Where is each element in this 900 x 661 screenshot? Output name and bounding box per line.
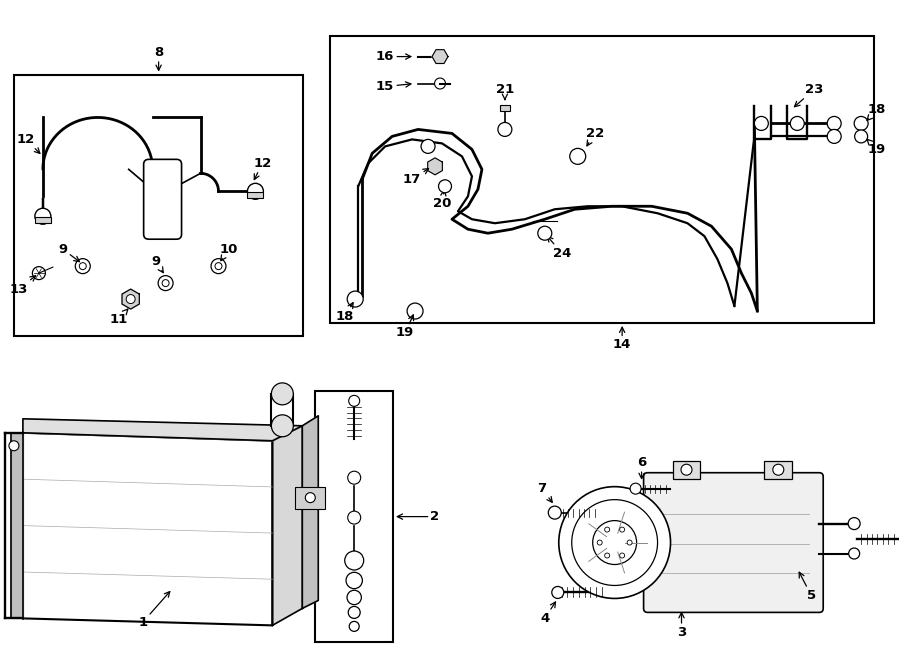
Circle shape bbox=[211, 258, 226, 274]
Circle shape bbox=[855, 130, 868, 143]
Text: 18: 18 bbox=[867, 103, 886, 120]
Circle shape bbox=[35, 208, 50, 224]
Circle shape bbox=[345, 551, 364, 570]
Circle shape bbox=[559, 486, 670, 598]
Circle shape bbox=[538, 226, 552, 240]
Text: 10: 10 bbox=[220, 243, 238, 260]
Circle shape bbox=[570, 148, 586, 165]
Circle shape bbox=[827, 116, 842, 130]
Circle shape bbox=[158, 276, 173, 291]
Circle shape bbox=[605, 553, 609, 558]
Circle shape bbox=[248, 183, 264, 199]
Text: 12: 12 bbox=[17, 133, 40, 153]
Text: 18: 18 bbox=[336, 303, 355, 323]
Text: 5: 5 bbox=[799, 572, 815, 602]
Text: 21: 21 bbox=[496, 83, 514, 99]
Circle shape bbox=[76, 258, 90, 274]
Text: 1: 1 bbox=[138, 592, 170, 629]
Circle shape bbox=[754, 116, 769, 130]
Circle shape bbox=[854, 116, 868, 130]
Circle shape bbox=[598, 540, 602, 545]
Polygon shape bbox=[273, 426, 302, 625]
Circle shape bbox=[438, 180, 452, 193]
Bar bbox=[14, 75, 303, 336]
Circle shape bbox=[627, 540, 632, 545]
Circle shape bbox=[347, 291, 364, 307]
Circle shape bbox=[435, 78, 446, 89]
Circle shape bbox=[346, 572, 363, 589]
Circle shape bbox=[572, 500, 658, 586]
Bar bbox=[315, 391, 393, 642]
Text: 22: 22 bbox=[586, 127, 604, 146]
Text: 14: 14 bbox=[613, 327, 631, 352]
Circle shape bbox=[790, 116, 805, 130]
Circle shape bbox=[79, 262, 86, 270]
Polygon shape bbox=[428, 158, 443, 175]
Circle shape bbox=[605, 527, 609, 532]
Bar bbox=[35, 217, 50, 223]
Circle shape bbox=[498, 122, 512, 136]
Circle shape bbox=[347, 590, 362, 605]
Circle shape bbox=[619, 553, 625, 558]
Circle shape bbox=[421, 139, 435, 153]
Circle shape bbox=[32, 266, 45, 280]
Text: 11: 11 bbox=[110, 309, 128, 325]
Circle shape bbox=[849, 548, 859, 559]
Text: 9: 9 bbox=[151, 254, 163, 272]
Text: 23: 23 bbox=[795, 83, 824, 106]
Circle shape bbox=[126, 295, 135, 303]
Circle shape bbox=[593, 521, 636, 564]
Circle shape bbox=[619, 527, 625, 532]
Text: 17: 17 bbox=[403, 169, 428, 186]
Polygon shape bbox=[302, 416, 319, 608]
Text: 9: 9 bbox=[58, 243, 79, 262]
Text: 19: 19 bbox=[396, 315, 414, 340]
Circle shape bbox=[681, 464, 692, 475]
Polygon shape bbox=[122, 289, 140, 309]
Text: 12: 12 bbox=[253, 157, 272, 180]
Polygon shape bbox=[22, 433, 273, 625]
Circle shape bbox=[630, 483, 641, 494]
FancyBboxPatch shape bbox=[144, 159, 182, 239]
Circle shape bbox=[9, 441, 19, 451]
Polygon shape bbox=[22, 419, 302, 441]
Bar bbox=[248, 192, 264, 198]
Polygon shape bbox=[11, 433, 22, 619]
Bar bbox=[330, 36, 874, 323]
Circle shape bbox=[548, 506, 562, 519]
Text: 8: 8 bbox=[154, 46, 163, 70]
Text: 4: 4 bbox=[540, 602, 555, 625]
Text: 6: 6 bbox=[637, 456, 646, 479]
Circle shape bbox=[773, 464, 784, 475]
Circle shape bbox=[848, 518, 860, 529]
Circle shape bbox=[272, 383, 293, 405]
Text: 13: 13 bbox=[10, 276, 36, 295]
Bar bbox=[672, 461, 700, 479]
Circle shape bbox=[305, 492, 315, 502]
Text: 20: 20 bbox=[433, 190, 451, 210]
Bar bbox=[500, 106, 510, 112]
FancyBboxPatch shape bbox=[644, 473, 824, 612]
Bar bbox=[764, 461, 792, 479]
Circle shape bbox=[348, 395, 360, 407]
Text: 7: 7 bbox=[537, 482, 553, 502]
Circle shape bbox=[347, 471, 361, 484]
Circle shape bbox=[827, 130, 842, 143]
Text: 16: 16 bbox=[376, 50, 411, 63]
Circle shape bbox=[215, 262, 222, 270]
Bar bbox=[295, 486, 325, 508]
Text: 3: 3 bbox=[677, 613, 686, 639]
Circle shape bbox=[349, 621, 359, 631]
Polygon shape bbox=[432, 50, 448, 63]
Circle shape bbox=[348, 606, 360, 619]
Circle shape bbox=[407, 303, 423, 319]
Text: 2: 2 bbox=[397, 510, 439, 523]
Circle shape bbox=[272, 415, 293, 437]
Text: 15: 15 bbox=[376, 80, 411, 93]
Text: 19: 19 bbox=[867, 139, 886, 156]
Circle shape bbox=[347, 511, 361, 524]
Text: 24: 24 bbox=[547, 237, 571, 260]
Circle shape bbox=[162, 280, 169, 287]
Circle shape bbox=[552, 586, 563, 598]
